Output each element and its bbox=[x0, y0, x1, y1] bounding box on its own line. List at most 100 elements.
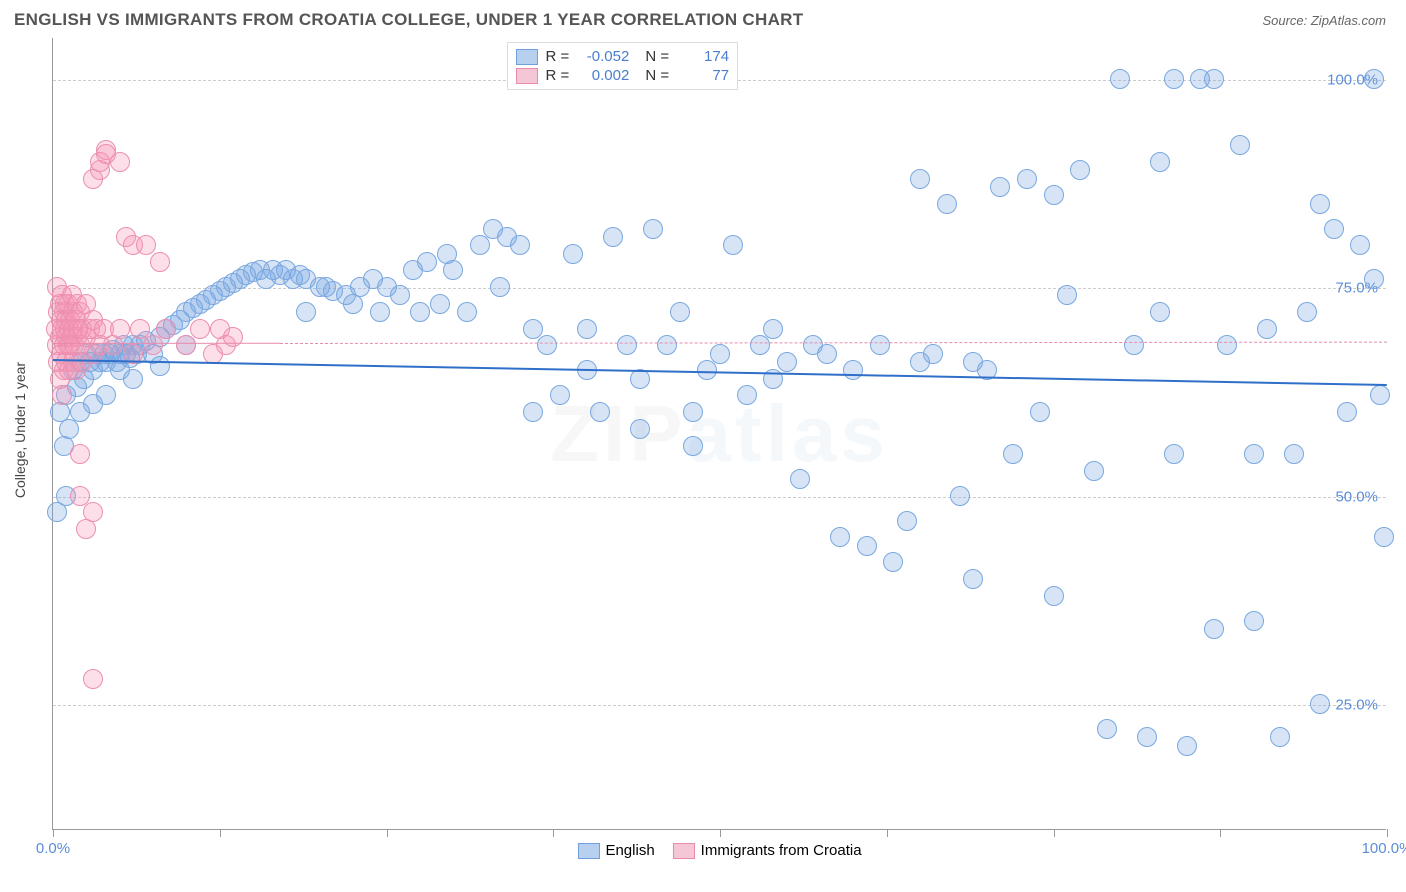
r-value: -0.052 bbox=[577, 48, 629, 65]
legend-label: English bbox=[605, 842, 654, 859]
data-point bbox=[990, 177, 1010, 197]
data-point bbox=[1204, 619, 1224, 639]
r-label: R = bbox=[546, 67, 570, 84]
data-point bbox=[136, 235, 156, 255]
gridline bbox=[53, 288, 1386, 289]
data-point bbox=[156, 319, 176, 339]
n-value: 77 bbox=[677, 67, 729, 84]
data-point bbox=[1164, 444, 1184, 464]
n-value: 174 bbox=[677, 48, 729, 65]
legend-row: R =-0.052N =174 bbox=[516, 47, 730, 66]
data-point bbox=[683, 402, 703, 422]
data-point bbox=[1374, 527, 1394, 547]
data-point bbox=[1044, 185, 1064, 205]
legend-row: R =0.002N =77 bbox=[516, 66, 730, 85]
data-point bbox=[1044, 586, 1064, 606]
data-point bbox=[763, 319, 783, 339]
data-point bbox=[490, 277, 510, 297]
data-point bbox=[1364, 69, 1384, 89]
x-tick bbox=[1220, 829, 1221, 837]
data-point bbox=[1230, 135, 1250, 155]
data-point bbox=[110, 319, 130, 339]
data-point bbox=[110, 152, 130, 172]
data-point bbox=[590, 402, 610, 422]
data-point bbox=[577, 319, 597, 339]
data-point bbox=[870, 335, 890, 355]
chart-source: Source: ZipAtlas.com bbox=[1262, 13, 1386, 28]
data-point bbox=[950, 486, 970, 506]
data-point bbox=[296, 302, 316, 322]
data-point bbox=[410, 302, 430, 322]
y-tick-label: 25.0% bbox=[1335, 696, 1378, 713]
data-point bbox=[617, 335, 637, 355]
scatter-chart: ZIPatlas 25.0%50.0%75.0%100.0%0.0%100.0%… bbox=[52, 38, 1386, 830]
chart-title: ENGLISH VS IMMIGRANTS FROM CROATIA COLLE… bbox=[14, 10, 803, 30]
data-point bbox=[563, 244, 583, 264]
data-point bbox=[1324, 219, 1344, 239]
data-point bbox=[1150, 302, 1170, 322]
data-point bbox=[857, 536, 877, 556]
x-tick bbox=[387, 829, 388, 837]
series-legend: English Immigrants from Croatia bbox=[577, 842, 861, 859]
data-point bbox=[1310, 694, 1330, 714]
data-point bbox=[417, 252, 437, 272]
data-point bbox=[150, 356, 170, 376]
legend-label: Immigrants from Croatia bbox=[701, 842, 862, 859]
data-point bbox=[1297, 302, 1317, 322]
data-point bbox=[83, 669, 103, 689]
data-point bbox=[1310, 194, 1330, 214]
data-point bbox=[1070, 160, 1090, 180]
data-point bbox=[963, 569, 983, 589]
data-point bbox=[470, 235, 490, 255]
data-point bbox=[1030, 402, 1050, 422]
data-point bbox=[70, 486, 90, 506]
data-point bbox=[59, 419, 79, 439]
data-point bbox=[817, 344, 837, 364]
data-point bbox=[603, 227, 623, 247]
x-tick-label: 0.0% bbox=[36, 840, 70, 857]
data-point bbox=[190, 319, 210, 339]
data-point bbox=[1364, 269, 1384, 289]
data-point bbox=[750, 335, 770, 355]
data-point bbox=[1337, 402, 1357, 422]
data-point bbox=[723, 235, 743, 255]
x-tick bbox=[720, 829, 721, 837]
legend-item: Immigrants from Croatia bbox=[673, 842, 862, 859]
data-point bbox=[777, 352, 797, 372]
data-point bbox=[790, 469, 810, 489]
x-tick bbox=[220, 829, 221, 837]
data-point bbox=[670, 302, 690, 322]
data-point bbox=[52, 385, 72, 405]
data-point bbox=[843, 360, 863, 380]
data-point bbox=[910, 169, 930, 189]
data-point bbox=[443, 260, 463, 280]
x-tick bbox=[53, 829, 54, 837]
legend-item: English bbox=[577, 842, 654, 859]
data-point bbox=[1217, 335, 1237, 355]
data-point bbox=[150, 252, 170, 272]
data-point bbox=[176, 335, 196, 355]
data-point bbox=[1097, 719, 1117, 739]
x-tick-label: 100.0% bbox=[1362, 840, 1406, 857]
n-label: N = bbox=[645, 67, 669, 84]
legend-swatch bbox=[516, 49, 538, 65]
data-point bbox=[223, 327, 243, 347]
gridline bbox=[53, 497, 1386, 498]
data-point bbox=[70, 444, 90, 464]
data-point bbox=[130, 319, 150, 339]
data-point bbox=[390, 285, 410, 305]
data-point bbox=[370, 302, 390, 322]
data-point bbox=[523, 319, 543, 339]
data-point bbox=[830, 527, 850, 547]
data-point bbox=[1284, 444, 1304, 464]
data-point bbox=[537, 335, 557, 355]
data-point bbox=[1110, 69, 1130, 89]
data-point bbox=[457, 302, 477, 322]
data-point bbox=[710, 344, 730, 364]
data-point bbox=[143, 335, 163, 355]
data-point bbox=[657, 335, 677, 355]
legend-swatch bbox=[577, 843, 599, 859]
data-point bbox=[1177, 736, 1197, 756]
data-point bbox=[630, 419, 650, 439]
data-point bbox=[123, 369, 143, 389]
